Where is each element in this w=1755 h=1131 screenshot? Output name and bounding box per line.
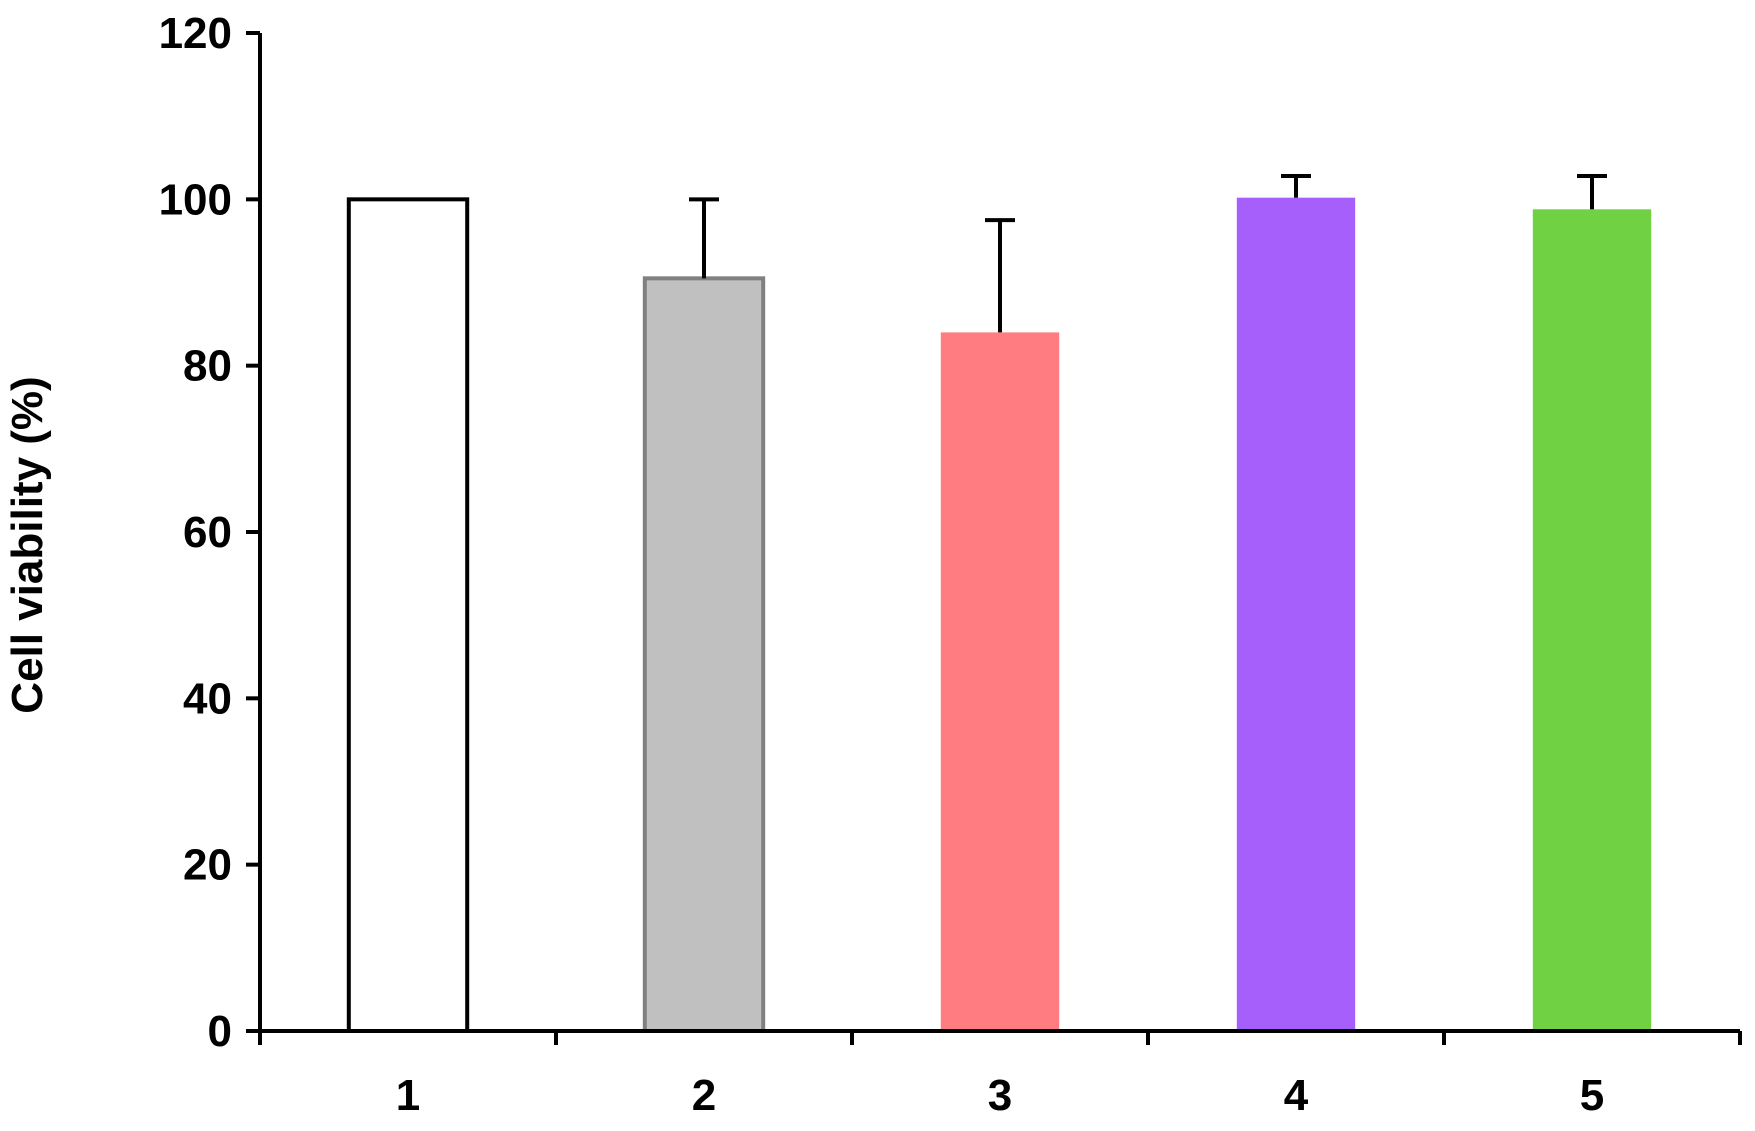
- error-bars-group: [689, 174, 1607, 333]
- y-tick-label-40: 40: [183, 674, 232, 723]
- y-tick-label-100: 100: [159, 175, 232, 224]
- y-axis-title: Cell viability (%): [3, 376, 52, 713]
- x-tick-label-4: 4: [1284, 1071, 1309, 1120]
- bar-2: [642, 276, 766, 1033]
- x-tick-label-5: 5: [1580, 1071, 1604, 1120]
- y-tick-label-0: 0: [208, 1007, 232, 1056]
- y-tick-label-80: 80: [183, 342, 232, 391]
- bar-1: [346, 197, 470, 1034]
- bar-3: [940, 332, 1060, 1031]
- y-tick-label-60: 60: [183, 508, 232, 557]
- y-axis: 0 20 40 60 80 100 120: [159, 9, 262, 1056]
- x-tick-label-1: 1: [396, 1071, 420, 1120]
- bars-group: [346, 197, 1652, 1034]
- y-tick-label-20: 20: [183, 841, 232, 890]
- x-tick-label-3: 3: [988, 1071, 1012, 1120]
- bar-5: [1532, 209, 1652, 1031]
- x-axis: 1 2 3 4 5: [258, 1029, 1742, 1120]
- y-tick-label-120: 120: [159, 9, 232, 58]
- x-tick-label-2: 2: [692, 1071, 716, 1120]
- bar-4: [1236, 197, 1356, 1032]
